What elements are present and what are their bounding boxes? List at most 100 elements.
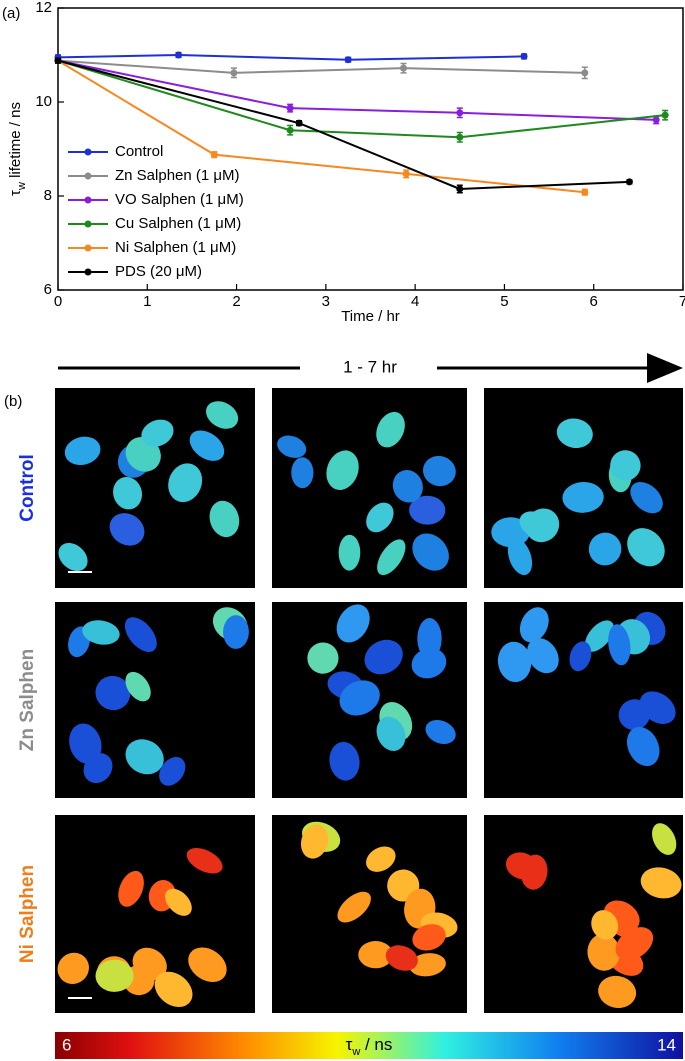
cell: [95, 959, 134, 992]
cell: [392, 470, 423, 503]
x-tick-label: 0: [54, 293, 62, 310]
data-point: [286, 126, 294, 134]
y-tick-label: 6: [44, 281, 52, 298]
cell: [337, 891, 371, 923]
cell: [57, 952, 89, 985]
y-tick-label: 10: [35, 93, 52, 110]
legend-marker: [84, 220, 92, 228]
cell: [159, 756, 186, 786]
image-grid: Control Zn Salphen Ni Salphen: [17, 388, 683, 1013]
cell: [411, 648, 447, 679]
row-label: Control: [17, 454, 38, 522]
cell: [412, 924, 446, 951]
cell: [141, 419, 174, 447]
x-tick-label: 4: [411, 293, 419, 310]
cell: [83, 753, 113, 784]
y-tick-label: 8: [44, 187, 52, 204]
cell: [377, 539, 406, 576]
legend-label: VO Salphen (1 μM): [115, 191, 244, 208]
panel-label: (a): [2, 5, 20, 22]
series-line: [57, 59, 666, 139]
cell: [626, 726, 660, 767]
x-tick-label: 5: [500, 293, 508, 310]
legend-marker: [84, 172, 92, 180]
data-point: [344, 56, 352, 64]
data-point: [625, 178, 633, 186]
colorbar-max: 14: [657, 1035, 676, 1054]
row-label: Zn Salphen: [17, 649, 38, 751]
cell: [339, 680, 380, 716]
series-line: [57, 59, 585, 194]
cell: [223, 615, 249, 649]
cell: [82, 620, 120, 645]
cell: [125, 671, 151, 702]
cell: [652, 823, 677, 855]
legend-label: Cu Salphen (1 μM): [115, 215, 241, 232]
cell: [519, 607, 549, 643]
y-axis-label: τw lifetime / ns: [7, 102, 28, 196]
legend-marker: [84, 148, 92, 156]
cell: [125, 739, 164, 775]
data-point: [581, 69, 589, 77]
cell: [329, 741, 360, 781]
arrow-label: 1 - 7 hr: [343, 357, 397, 376]
cell: [366, 502, 394, 533]
cell: [291, 457, 314, 489]
cell: [336, 604, 370, 643]
data-point: [210, 151, 218, 159]
colorbar: [55, 1032, 683, 1059]
cell: [189, 430, 225, 461]
data-point: [456, 133, 464, 141]
cell: [425, 719, 456, 744]
cell: [630, 482, 663, 514]
cell: [376, 411, 405, 448]
data-point: [581, 188, 589, 196]
microscopy-image: [484, 815, 683, 1013]
cell: [422, 455, 456, 487]
cell: [409, 953, 446, 977]
legend-marker: [84, 244, 92, 252]
x-tick-label: 1: [143, 293, 151, 310]
data-point: [175, 51, 183, 59]
cell: [124, 617, 157, 653]
data-point: [520, 52, 528, 60]
symbol: τ: [346, 1035, 353, 1054]
colorbar-label: τw / ns: [346, 1035, 393, 1057]
cell: [364, 639, 403, 675]
cell: [277, 435, 307, 458]
cell: [165, 888, 192, 916]
data-point: [230, 69, 238, 77]
cell: [409, 495, 446, 525]
series-line: [57, 53, 525, 61]
cell: [598, 975, 637, 1008]
data-point: [456, 109, 464, 117]
cell: [608, 624, 631, 666]
cell: [639, 691, 676, 724]
cell: [188, 947, 227, 982]
cell: [417, 618, 442, 660]
cell: [64, 436, 101, 466]
subscript: w: [16, 182, 28, 191]
row-label: Ni Salphen: [17, 865, 38, 963]
colorbar-min: 6: [62, 1035, 71, 1054]
cell: [610, 450, 641, 481]
cell: [497, 641, 532, 683]
cell: [584, 620, 614, 652]
series-line: [57, 59, 585, 74]
cell: [556, 418, 593, 449]
cell: [307, 642, 339, 674]
cell: [627, 528, 665, 567]
cell: [209, 500, 240, 538]
cell: [300, 824, 329, 859]
cell: [591, 910, 619, 940]
cell: [507, 538, 533, 576]
data-point: [400, 64, 408, 72]
x-tick-label: 7: [679, 293, 685, 310]
cell: [69, 723, 102, 764]
cell: [640, 867, 682, 899]
cell: [186, 848, 223, 874]
x-tick-label: 2: [232, 293, 240, 310]
cell: [385, 945, 418, 971]
cell: [326, 450, 359, 490]
